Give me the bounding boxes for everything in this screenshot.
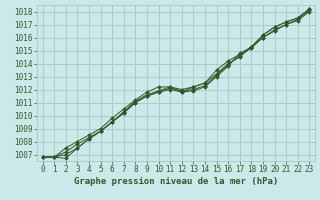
X-axis label: Graphe pression niveau de la mer (hPa): Graphe pression niveau de la mer (hPa) <box>74 177 278 186</box>
